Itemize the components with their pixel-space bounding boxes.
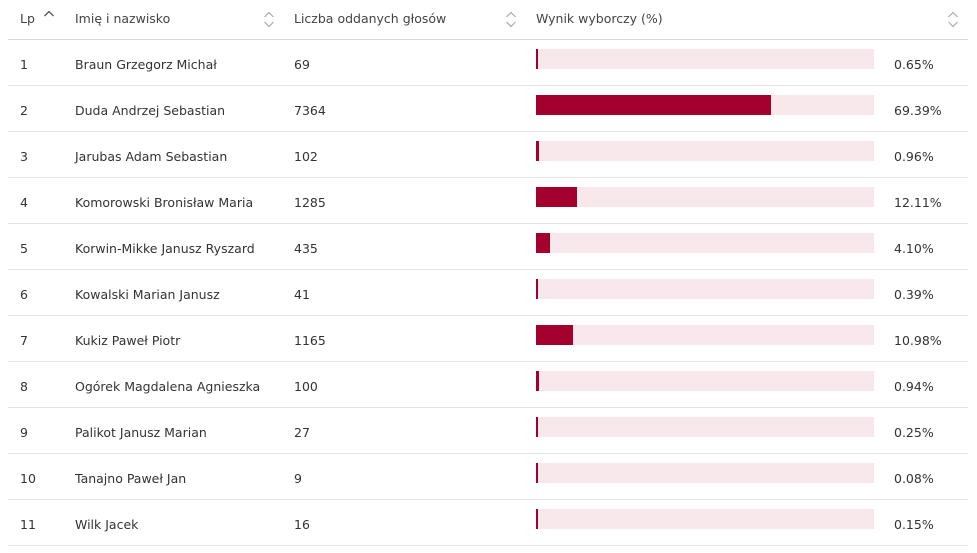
sort-updown-icon[interactable]: [263, 10, 275, 29]
candidate-name: Tanajno Paweł Jan: [75, 471, 187, 486]
candidate-name: Kukiz Paweł Piotr: [75, 333, 181, 348]
result-bar-fill: [536, 509, 538, 529]
result-bar-fill: [536, 49, 538, 69]
sort-updown-icon[interactable]: [505, 10, 517, 29]
vote-count: 100: [294, 379, 318, 394]
table-row: 2 Duda Andrzej Sebastian 7364 69.39%: [8, 86, 968, 132]
vote-count: 69: [294, 57, 310, 72]
result-bar-track: [536, 509, 874, 529]
result-bar-fill: [536, 325, 573, 345]
table-row: 1 Braun Grzegorz Michał 69 0.65%: [8, 40, 968, 86]
result-percentage: 0.15%: [894, 517, 934, 532]
row-number: 7: [20, 333, 28, 348]
table-row: 7 Kukiz Paweł Piotr 1165 10.98%: [8, 316, 968, 362]
results-table: Lp Imię i nazwisko Liczba oddanych głosó…: [8, 0, 968, 546]
vote-count: 41: [294, 287, 310, 302]
column-header-result-label: Wynik wyborczy (%): [536, 11, 663, 26]
result-bar-track: [536, 141, 874, 161]
candidate-name: Duda Andrzej Sebastian: [75, 103, 226, 118]
column-header-votes[interactable]: Liczba oddanych głosów: [294, 0, 446, 39]
column-header-lp[interactable]: Lp: [20, 0, 35, 39]
result-percentage: 69.39%: [894, 103, 942, 118]
sort-updown-icon[interactable]: [947, 10, 959, 29]
result-bar-track: [536, 187, 874, 207]
result-percentage: 4.10%: [894, 241, 934, 256]
result-percentage: 12.11%: [894, 195, 942, 210]
result-bar-fill: [536, 141, 539, 161]
row-number: 11: [20, 517, 36, 532]
candidate-name: Ogórek Magdalena Agnieszka: [75, 379, 261, 394]
column-header-name[interactable]: Imię i nazwisko: [75, 0, 170, 39]
result-bar-fill: [536, 95, 771, 115]
result-bar-fill: [536, 417, 538, 437]
row-number: 4: [20, 195, 28, 210]
result-bar-track: [536, 371, 874, 391]
row-number: 1: [20, 57, 28, 72]
result-percentage: 0.39%: [894, 287, 934, 302]
candidate-name: Wilk Jacek: [75, 517, 139, 532]
table-row: 10 Tanajno Paweł Jan 9 0.08%: [8, 454, 968, 500]
row-number: 5: [20, 241, 28, 256]
row-number: 8: [20, 379, 28, 394]
result-bar-fill: [536, 279, 538, 299]
candidate-name: Braun Grzegorz Michał: [75, 57, 217, 72]
candidate-name: Korwin-Mikke Janusz Ryszard: [75, 241, 255, 256]
table-row: 11 Wilk Jacek 16 0.15%: [8, 500, 968, 546]
result-bar-fill: [536, 463, 538, 483]
candidate-name: Komorowski Bronisław Maria: [75, 195, 254, 210]
candidate-name: Jarubas Adam Sebastian: [75, 149, 228, 164]
result-bar-fill: [536, 371, 539, 391]
row-number: 2: [20, 103, 28, 118]
result-bar-fill: [536, 187, 577, 207]
result-bar-track: [536, 95, 874, 115]
result-bar-fill: [536, 233, 550, 253]
table-row: 6 Kowalski Marian Janusz 41 0.39%: [8, 270, 968, 316]
result-percentage: 0.96%: [894, 149, 934, 164]
row-number: 3: [20, 149, 28, 164]
column-header-votes-label: Liczba oddanych głosów: [294, 11, 447, 26]
result-bar-track: [536, 417, 874, 437]
result-bar-track: [536, 325, 874, 345]
result-percentage: 10.98%: [894, 333, 942, 348]
row-number: 10: [20, 471, 36, 486]
chevron-up-icon[interactable]: [43, 9, 55, 28]
result-bar-track: [536, 49, 874, 69]
candidate-name: Palikot Janusz Marian: [75, 425, 207, 440]
vote-count: 435: [294, 241, 318, 256]
vote-count: 16: [294, 517, 310, 532]
row-number: 9: [20, 425, 28, 440]
vote-count: 1165: [294, 333, 326, 348]
vote-count: 102: [294, 149, 318, 164]
vote-count: 7364: [294, 103, 326, 118]
result-percentage: 0.94%: [894, 379, 934, 394]
result-bar-track: [536, 279, 874, 299]
result-percentage: 0.08%: [894, 471, 934, 486]
column-header-result[interactable]: Wynik wyborczy (%): [536, 0, 663, 39]
vote-count: 1285: [294, 195, 326, 210]
table-header: Lp Imię i nazwisko Liczba oddanych głosó…: [8, 0, 968, 40]
result-bar-track: [536, 233, 874, 253]
candidate-name: Kowalski Marian Janusz: [75, 287, 220, 302]
column-header-name-label: Imię i nazwisko: [75, 11, 171, 26]
column-header-lp-label: Lp: [20, 11, 35, 26]
table-row: 8 Ogórek Magdalena Agnieszka 100 0.94%: [8, 362, 968, 408]
result-bar-track: [536, 463, 874, 483]
vote-count: 27: [294, 425, 310, 440]
table-row: 4 Komorowski Bronisław Maria 1285 12.11%: [8, 178, 968, 224]
table-row: 9 Palikot Janusz Marian 27 0.25%: [8, 408, 968, 454]
table-row: 5 Korwin-Mikke Janusz Ryszard 435 4.10%: [8, 224, 968, 270]
vote-count: 9: [294, 471, 302, 486]
row-number: 6: [20, 287, 28, 302]
table-row: 3 Jarubas Adam Sebastian 102 0.96%: [8, 132, 968, 178]
table-body: 1 Braun Grzegorz Michał 69 0.65% 2 Duda Andrz…: [8, 40, 968, 546]
result-percentage: 0.65%: [894, 57, 934, 72]
result-percentage: 0.25%: [894, 425, 934, 440]
